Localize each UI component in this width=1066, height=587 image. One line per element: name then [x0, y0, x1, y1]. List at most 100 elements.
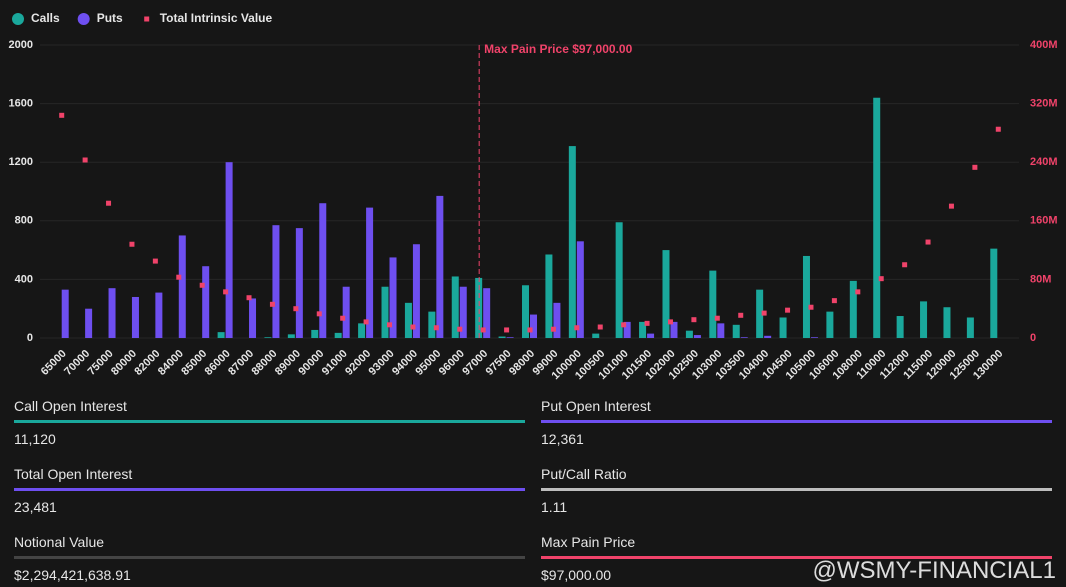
x-tick-label: 98000 [507, 348, 537, 378]
bar [61, 289, 69, 338]
stat-underline [14, 556, 525, 559]
point [340, 315, 346, 321]
stat-value: $2,294,421,638.91 [14, 567, 131, 583]
y-tick-label: 800 [15, 215, 33, 227]
x-tick-label: 95000 [413, 348, 443, 378]
bar [295, 228, 303, 338]
legend-marker [144, 16, 150, 22]
y2-tick-label: 160M [1030, 215, 1058, 227]
point [387, 322, 393, 328]
point [550, 326, 556, 332]
point [831, 298, 837, 304]
bar [685, 330, 693, 338]
stat: Max Pain Price $97,000.00 [541, 534, 1052, 583]
stat-label: Put/Call Ratio [541, 466, 627, 482]
bar [131, 296, 139, 338]
bar [202, 266, 210, 338]
bar [802, 255, 810, 338]
bar [647, 333, 655, 338]
stat-label: Max Pain Price [541, 534, 636, 550]
point [878, 276, 884, 282]
bar [779, 317, 787, 338]
x-tick-label: 96000 [437, 348, 467, 378]
legend-label: Puts [97, 11, 123, 25]
x-tick-label: 88000 [249, 348, 279, 378]
bar [826, 311, 834, 338]
bar [522, 285, 529, 338]
bar [459, 286, 467, 338]
point [808, 304, 814, 310]
stat-label: Total Open Interest [14, 466, 133, 482]
bar [483, 288, 491, 338]
stat-value: 12,361 [541, 431, 584, 447]
point [82, 157, 88, 163]
point [176, 274, 182, 280]
stat-value: 11,120 [14, 431, 56, 447]
x-tick-label: 87000 [226, 348, 256, 378]
bar [287, 334, 295, 338]
stat-value: 23,481 [14, 499, 57, 515]
bar [412, 244, 420, 338]
point [293, 306, 299, 312]
stat-label: Notional Value [14, 534, 105, 550]
x-tick-label: 92000 [343, 348, 373, 378]
bar [342, 286, 350, 338]
stat: Notional Value $2,294,421,638.91 [14, 534, 525, 583]
point [972, 164, 978, 170]
point [644, 320, 650, 326]
bar [545, 254, 553, 338]
legend-label: Total Intrinsic Value [160, 11, 273, 25]
bar [311, 329, 319, 338]
y2-tick-label: 240M [1030, 156, 1058, 168]
point [527, 327, 533, 333]
x-tick-label: 65000 [39, 348, 69, 378]
x-tick-label: 89000 [273, 348, 303, 378]
x-tick-label: 97500 [484, 348, 514, 378]
stat-underline [541, 556, 1052, 559]
point [316, 311, 322, 317]
point [902, 262, 908, 268]
bar [662, 250, 670, 338]
stat: Put/Call Ratio 1.11 [541, 466, 1052, 515]
stat-underline [541, 420, 1052, 423]
stat-value: 1.11 [541, 499, 568, 515]
bar [225, 162, 233, 338]
annotation: Max Pain Price $97,000.00 [484, 42, 632, 56]
bar [756, 289, 764, 338]
point [504, 327, 510, 333]
x-tick-label: 75000 [86, 348, 116, 378]
point [667, 319, 673, 325]
x-tick-label: 90000 [296, 348, 326, 378]
bar [717, 323, 725, 338]
chart: 0 400 800 1200 1600 2000 0 80M 160M 240M 320M 400M 6… [9, 11, 1058, 382]
bar [732, 324, 740, 338]
bar [85, 308, 93, 338]
bar [764, 335, 772, 338]
bar [498, 336, 506, 338]
point [925, 239, 931, 245]
x-tick-label: 80000 [109, 348, 139, 378]
stat-underline [14, 420, 525, 423]
point [106, 200, 112, 206]
point [785, 307, 791, 313]
point [410, 324, 416, 330]
x-tick-label: 93000 [367, 348, 397, 378]
y-tick-label: 0 [27, 332, 33, 344]
point [738, 312, 744, 318]
point [59, 112, 65, 118]
y-tick-label: 400 [15, 273, 33, 285]
bar [506, 337, 514, 338]
bar [108, 288, 116, 338]
bar [366, 207, 374, 338]
bar [920, 301, 928, 338]
bar [436, 195, 444, 338]
y2-tick-label: 0 [1030, 332, 1036, 344]
bar [155, 292, 163, 338]
bar [615, 222, 623, 338]
point [621, 322, 627, 328]
stat: Call Open Interest 11,120 [14, 398, 525, 447]
x-tick-label: 84000 [156, 348, 186, 378]
x-tick-label: 82000 [132, 348, 162, 378]
point [152, 258, 158, 264]
